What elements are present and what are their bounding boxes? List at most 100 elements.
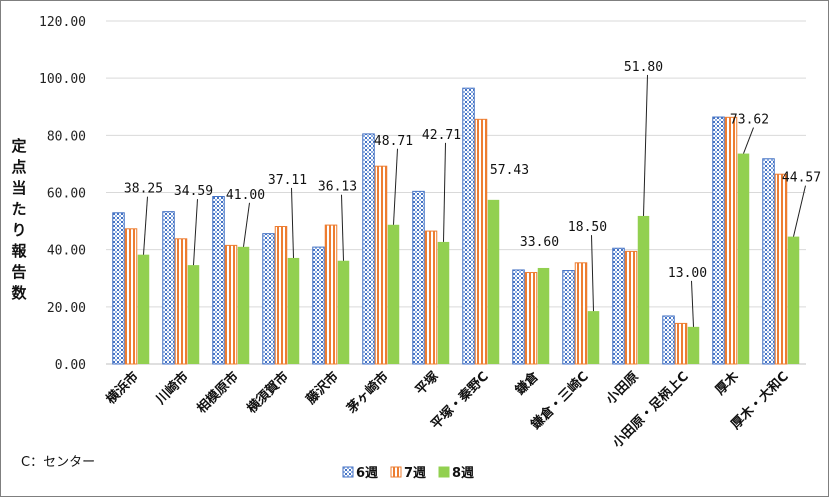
bar-8週 xyxy=(387,224,400,364)
bar-8週 xyxy=(787,236,800,364)
data-label: 37.11 xyxy=(268,173,307,188)
y-tick-label: 20.00 xyxy=(47,301,86,316)
bar-8週 xyxy=(487,199,500,364)
bar-7週 xyxy=(524,272,538,365)
x-category-label: 横須賀市 xyxy=(244,369,292,417)
data-label: 36.13 xyxy=(318,180,357,195)
bar-7週 xyxy=(424,230,438,365)
leader-line xyxy=(743,127,754,154)
data-label: 57.43 xyxy=(490,163,529,178)
y-tick-label: 0.00 xyxy=(55,358,86,373)
data-label: 73.62 xyxy=(730,113,769,128)
legend-label: 6週 xyxy=(356,466,378,481)
y-axis-label: 定点当たり報告数 xyxy=(11,137,27,302)
bar-7週 xyxy=(224,244,238,365)
bar-7週 xyxy=(174,238,188,365)
y-tick-label: 80.00 xyxy=(47,129,86,144)
bar-6週 xyxy=(412,190,425,365)
leader-line xyxy=(143,196,148,255)
bar-6週 xyxy=(262,233,275,365)
data-label: 13.00 xyxy=(668,266,707,281)
bar-8週 xyxy=(587,311,600,364)
x-category-label: 相模原市 xyxy=(194,369,242,417)
bar-7週 xyxy=(374,165,388,365)
bar-8週 xyxy=(187,265,200,364)
bar-8週 xyxy=(287,257,300,364)
bar-8週 xyxy=(137,254,150,364)
footnote: C：センター xyxy=(21,455,95,470)
bar-7週 xyxy=(624,250,638,365)
bar-8週 xyxy=(687,326,700,364)
leader-line xyxy=(443,142,446,242)
leader-line xyxy=(793,185,806,237)
bar-6週 xyxy=(612,247,625,365)
y-tick-label: 40.00 xyxy=(47,244,86,259)
y-tick-labels: 0.00 20.00 40.00 60.00 80.00 100.00 120.00 xyxy=(39,15,86,373)
bar-8週 xyxy=(537,267,550,364)
leader-line xyxy=(591,235,594,312)
bar-6週 xyxy=(162,211,175,365)
data-label: 18.50 xyxy=(568,220,607,235)
x-category-label: 横浜市 xyxy=(103,369,142,408)
data-label: 48.71 xyxy=(374,134,413,149)
leader-line xyxy=(691,280,694,327)
data-label: 34.59 xyxy=(174,184,213,199)
bar-6週 xyxy=(362,133,375,365)
bar-8週 xyxy=(637,215,650,364)
y-tick-label: 120.00 xyxy=(39,15,86,30)
leader-line xyxy=(243,202,250,247)
data-label: 51.80 xyxy=(624,60,663,75)
x-category-label: 鎌倉 xyxy=(511,368,542,399)
data-label: 33.60 xyxy=(520,235,559,250)
bar-6週 xyxy=(212,196,225,365)
bar-7週 xyxy=(674,322,688,365)
data-label: 38.25 xyxy=(124,182,163,197)
x-category-label: 小田原 xyxy=(604,369,642,407)
x-category-label: 厚木 xyxy=(712,368,742,398)
bar-6週 xyxy=(712,116,725,365)
y-tick-label: 100.00 xyxy=(39,72,86,87)
bar-8週 xyxy=(737,153,750,364)
bar-6週 xyxy=(762,158,775,365)
legend-swatch xyxy=(390,466,402,478)
data-label: 44.57 xyxy=(782,171,821,186)
label-leader-lines xyxy=(143,74,806,327)
legend-label: 8週 xyxy=(452,466,474,481)
data-label: 41.00 xyxy=(226,188,265,203)
leader-line xyxy=(341,194,344,261)
legend: 6週 7週 8週 xyxy=(342,466,474,481)
bar-7週 xyxy=(274,226,288,365)
legend-label: 7週 xyxy=(404,466,426,481)
leader-line xyxy=(393,148,398,225)
bar-7週 xyxy=(124,228,138,365)
bar-8週 xyxy=(437,241,450,364)
bar-6週 xyxy=(562,270,575,365)
legend-swatch xyxy=(438,466,450,478)
leader-line xyxy=(643,74,648,216)
bar-6週 xyxy=(112,212,125,365)
leader-line xyxy=(193,199,198,266)
data-label: 42.71 xyxy=(422,128,461,143)
bar-7週 xyxy=(574,262,588,365)
bar-6週 xyxy=(512,269,525,365)
bar-6週 xyxy=(662,315,675,365)
bar-8週 xyxy=(237,246,250,364)
bar-6週 xyxy=(312,246,325,365)
bar-7週 xyxy=(774,173,788,365)
legend-swatch xyxy=(342,466,354,478)
bar-8週 xyxy=(337,260,350,364)
bar-7週 xyxy=(474,118,488,365)
bars xyxy=(112,87,800,365)
bar-6週 xyxy=(462,87,475,365)
y-tick-label: 60.00 xyxy=(47,187,86,202)
bar-7週 xyxy=(724,116,738,365)
x-category-label: 藤沢市 xyxy=(303,369,342,408)
bar-7週 xyxy=(324,224,338,365)
x-category-label: 平塚 xyxy=(413,369,442,398)
leader-line xyxy=(291,187,294,258)
x-category-label: 川崎市 xyxy=(152,369,192,409)
